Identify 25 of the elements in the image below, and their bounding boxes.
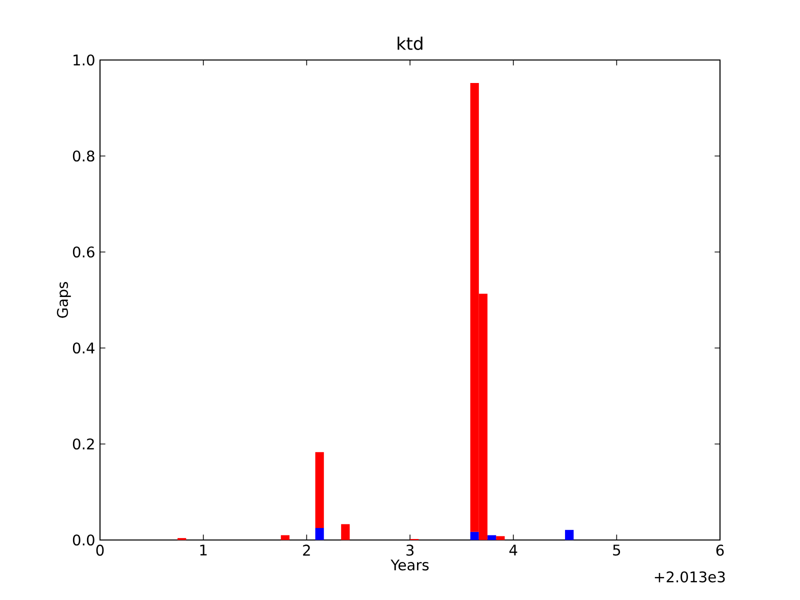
bar (315, 452, 324, 528)
x-tick-label: 0 (96, 544, 104, 556)
bar (565, 530, 574, 540)
x-tick-label: 2 (303, 544, 310, 556)
x-tick-label: 5 (613, 544, 620, 556)
y-tick-label: 0.4 (72, 342, 94, 354)
bar (496, 536, 505, 540)
y-tick-label: 1.0 (74, 54, 94, 66)
y-tick-label: 0.6 (72, 246, 94, 258)
y-tick-label: 0.0 (72, 534, 94, 546)
y-axis-title: Gaps (56, 282, 71, 318)
chart-title: ktd (398, 36, 422, 50)
bar (488, 535, 496, 540)
bar (470, 532, 479, 540)
bar (315, 528, 324, 540)
y-tick-label: 0.8 (72, 150, 94, 162)
x-tick-label: 3 (406, 544, 414, 556)
x-tick-label: 1 (200, 544, 207, 556)
bar (280, 535, 290, 540)
x-tick-label: 4 (509, 544, 518, 556)
y-tick-label: 0.2 (72, 438, 94, 450)
x-tick-label: 6 (716, 544, 724, 556)
text: +2.013e3 (654, 571, 725, 582)
x-axis-title: Years (390, 560, 429, 570)
bar (341, 524, 350, 540)
